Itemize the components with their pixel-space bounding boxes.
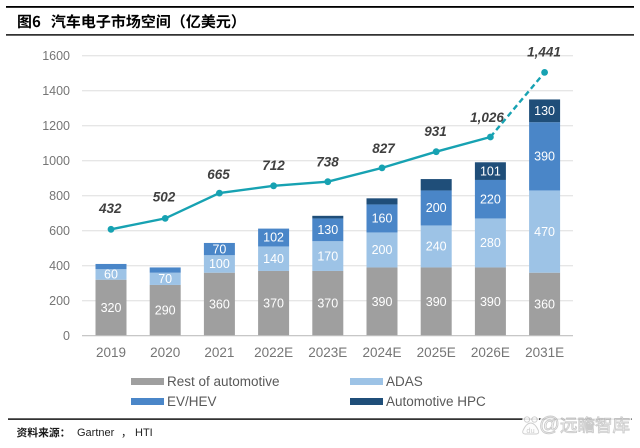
svg-text:390: 390 <box>534 150 555 164</box>
svg-text:102: 102 <box>263 231 284 245</box>
svg-text:800: 800 <box>49 189 70 203</box>
svg-text:@: @ <box>539 413 560 436</box>
svg-text:738: 738 <box>316 155 339 170</box>
svg-text:712: 712 <box>262 158 285 173</box>
svg-text:931: 931 <box>424 124 447 139</box>
svg-text:290: 290 <box>155 304 176 318</box>
svg-text:0: 0 <box>63 329 70 343</box>
svg-text:60: 60 <box>104 268 118 282</box>
svg-text:@: @ <box>539 413 560 436</box>
svg-text:1,026: 1,026 <box>470 110 504 125</box>
svg-text:2020: 2020 <box>150 345 180 360</box>
svg-text:1400: 1400 <box>42 84 70 98</box>
svg-text:390: 390 <box>480 295 501 309</box>
svg-text:432: 432 <box>98 201 122 216</box>
svg-text:2026E: 2026E <box>471 345 510 360</box>
svg-text:827: 827 <box>372 141 396 156</box>
svg-text:200: 200 <box>426 201 447 215</box>
svg-text:100: 100 <box>209 257 230 271</box>
svg-text:1,441: 1,441 <box>527 45 561 60</box>
svg-text:200: 200 <box>49 294 70 308</box>
svg-text:370: 370 <box>263 297 284 311</box>
svg-text:140: 140 <box>263 252 284 266</box>
svg-text:Rest of automotive: Rest of automotive <box>167 374 280 389</box>
svg-text:Automotive HPC: Automotive HPC <box>386 394 486 409</box>
svg-text:70: 70 <box>158 272 172 286</box>
svg-text:ADAS: ADAS <box>386 374 423 389</box>
svg-text:502: 502 <box>153 190 176 205</box>
svg-text:130: 130 <box>317 223 338 237</box>
svg-text:280: 280 <box>480 236 501 250</box>
svg-text:160: 160 <box>372 212 393 226</box>
svg-text:170: 170 <box>317 249 338 263</box>
svg-text:600: 600 <box>49 224 70 238</box>
svg-text:240: 240 <box>426 240 447 254</box>
svg-text:Gartner: Gartner <box>77 427 115 439</box>
svg-text:360: 360 <box>209 297 230 311</box>
svg-text:1200: 1200 <box>42 119 70 133</box>
svg-text:320: 320 <box>101 301 122 315</box>
svg-text:360: 360 <box>534 297 555 311</box>
svg-text:665: 665 <box>207 167 230 182</box>
svg-text:2025E: 2025E <box>417 345 456 360</box>
svg-text:1000: 1000 <box>42 154 70 168</box>
svg-text:2021: 2021 <box>204 345 234 360</box>
svg-text:130: 130 <box>534 104 555 118</box>
svg-text:1600: 1600 <box>42 49 70 63</box>
svg-text:2019: 2019 <box>96 345 126 360</box>
svg-text:EV/HEV: EV/HEV <box>167 394 217 409</box>
svg-text:390: 390 <box>426 295 447 309</box>
svg-text:400: 400 <box>49 259 70 273</box>
svg-text:390: 390 <box>372 295 393 309</box>
svg-text:2024E: 2024E <box>362 345 401 360</box>
svg-text:2031E: 2031E <box>525 345 564 360</box>
svg-text:101: 101 <box>480 164 501 178</box>
svg-text:370: 370 <box>317 297 338 311</box>
svg-text:220: 220 <box>480 192 501 206</box>
svg-text:2022E: 2022E <box>254 345 293 360</box>
svg-text:HTI: HTI <box>135 427 153 439</box>
svg-text:70: 70 <box>212 242 226 256</box>
svg-text:2023E: 2023E <box>308 345 347 360</box>
svg-text:du: du <box>526 426 534 435</box>
svg-text:200: 200 <box>372 243 393 257</box>
svg-text:470: 470 <box>534 225 555 239</box>
